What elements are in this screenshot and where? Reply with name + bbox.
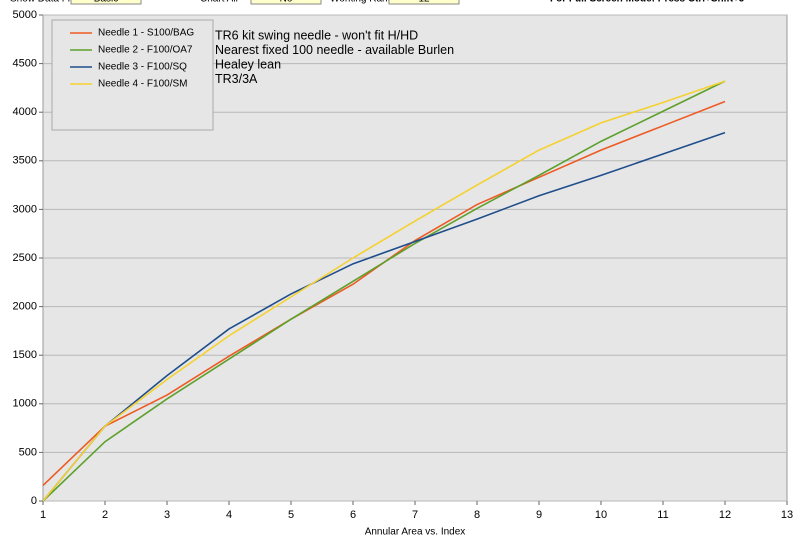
x-tick-label: 8 [474, 509, 480, 521]
legend-entries: Needle 1 - S100/BAG Needle 2 - F100/OA7 Ne… [70, 28, 194, 90]
toolbar-text: Working Range [330, 0, 399, 5]
legend-label: Needle 2 - F100/OA7 [98, 45, 193, 56]
legend [51, 19, 214, 131]
toolbar-text: For Full Screen Mode: Press Ctrl+Shift+J [550, 0, 745, 5]
toolbar-text: Basic [94, 0, 118, 5]
annotation: Healey lean [215, 57, 281, 71]
x-tick-label: 3 [164, 509, 170, 521]
series-line [42, 131, 726, 502]
toolbar-field [250, 0, 322, 5]
y-tick-label: 3000 [13, 203, 37, 215]
y-tick-label: 1500 [13, 349, 37, 361]
series-line [42, 80, 726, 502]
y-tick-label: 2000 [13, 301, 37, 313]
legend-label: Needle 1 - S100/BAG [98, 28, 194, 39]
toolbar-text: Show Data From [10, 0, 85, 5]
y-tick-label: 3500 [13, 155, 37, 167]
lines [42, 80, 726, 502]
x-tick-label: 7 [412, 509, 418, 521]
grid [39, 14, 788, 505]
x-tick-label: 12 [719, 509, 731, 521]
x-tick-label: 6 [350, 509, 356, 521]
annotation: TR3/3A [215, 72, 258, 86]
x-tick-label: 13 [781, 509, 793, 521]
y-tick-label: 4500 [13, 58, 37, 70]
y-tick-label: 500 [19, 446, 37, 458]
x-axis-label: Annular Area vs. Index [365, 527, 466, 538]
annotation: Nearest fixed 100 needle - available Bur… [215, 43, 454, 57]
series-line [42, 80, 726, 502]
x-tick-label: 11 [657, 509, 668, 521]
x-tick-label: 5 [288, 509, 294, 521]
x-tick-label: 9 [536, 509, 542, 521]
x-tick-label: 1 [40, 509, 46, 521]
toolbar-field [70, 0, 142, 5]
annotation: TR6 kit swing needle - won't fit H/HD [215, 28, 418, 42]
toolbar-text: No [280, 0, 293, 5]
x-tick-label: 10 [595, 509, 607, 521]
toolbar-text: Chart All [200, 0, 238, 5]
y-tick-label: 0 [31, 495, 37, 507]
y-tick-label: 2500 [13, 252, 37, 264]
x-tick-label: 4 [226, 509, 232, 521]
toolbar-field [388, 0, 460, 5]
x-tick-label: 2 [102, 509, 108, 521]
y-tick-label: 4000 [13, 106, 37, 118]
legend-label: Needle 4 - F100/SM [98, 79, 188, 90]
toolbar-text: 12 [418, 0, 430, 5]
y-tick-label: 5000 [13, 9, 37, 21]
legend-label: Needle 3 - F100/SQ [98, 62, 187, 73]
y-tick-label: 1000 [13, 398, 37, 410]
